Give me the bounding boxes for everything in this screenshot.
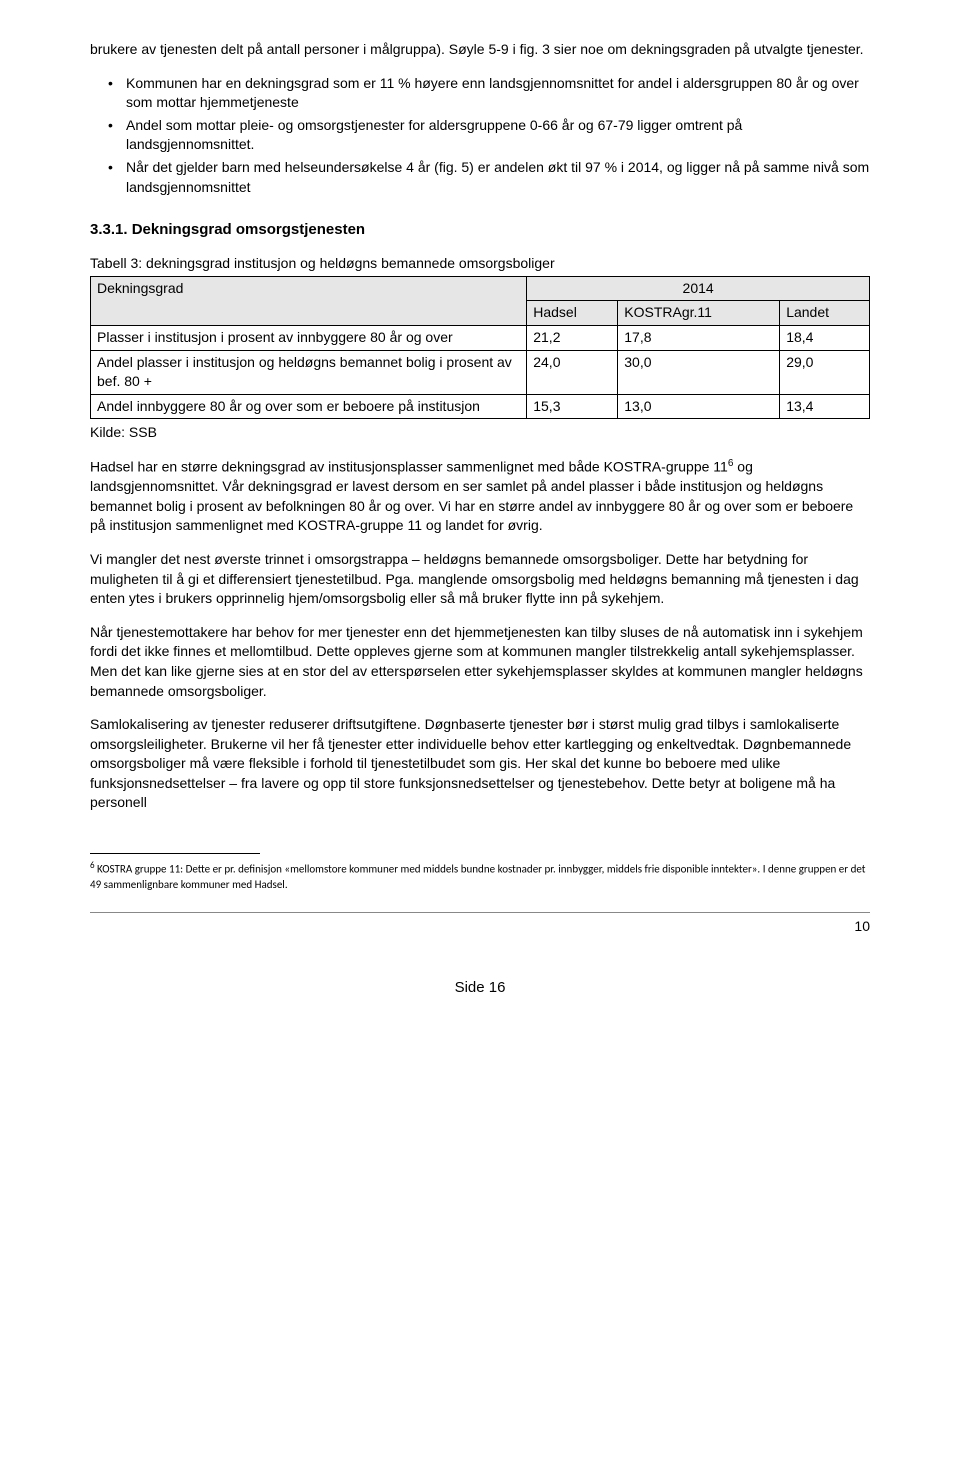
col-header-hadsel: Hadsel — [527, 301, 618, 326]
table-header-row: Dekningsgrad 2014 — [91, 276, 870, 301]
table-row: Andel plasser i institusjon og heldøgns … — [91, 350, 870, 394]
para1-part-a: Hadsel har en større dekningsgrad av ins… — [90, 459, 728, 475]
col-header-landet: Landet — [780, 301, 870, 326]
footnote: 6 KOSTRA gruppe 11: Dette er pr. definis… — [90, 860, 870, 892]
list-item: Kommunen har en dekningsgrad som er 11 %… — [126, 74, 870, 113]
cell-value: 13,4 — [780, 394, 870, 419]
cell-value: 13,0 — [618, 394, 780, 419]
row-label: Andel plasser i institusjon og heldøgns … — [91, 350, 527, 394]
table-row: Andel innbyggere 80 år og over som er be… — [91, 394, 870, 419]
intro-paragraph: brukere av tjenesten delt på antall pers… — [90, 40, 870, 60]
cell-value: 24,0 — [527, 350, 618, 394]
col-header-label: Dekningsgrad — [91, 276, 527, 325]
body-paragraph: Vi mangler det nest øverste trinnet i om… — [90, 550, 870, 609]
body-paragraph: Hadsel har en større dekningsgrad av ins… — [90, 457, 870, 536]
table-caption: Tabell 3: dekningsgrad institusjon og he… — [90, 254, 870, 274]
row-label: Andel innbyggere 80 år og over som er be… — [91, 394, 527, 419]
cell-value: 18,4 — [780, 325, 870, 350]
body-paragraph: Samlokalisering av tjenester reduserer d… — [90, 715, 870, 813]
list-item: Når det gjelder barn med helseundersøkel… — [126, 158, 870, 197]
col-header-year: 2014 — [527, 276, 870, 301]
footnote-text: KOSTRA gruppe 11: Dette er pr. definisjo… — [90, 863, 865, 891]
bullet-list: Kommunen har en dekningsgrad som er 11 %… — [90, 74, 870, 198]
cell-value: 21,2 — [527, 325, 618, 350]
cell-value: 30,0 — [618, 350, 780, 394]
coverage-table: Dekningsgrad 2014 Hadsel KOSTRAgr.11 Lan… — [90, 276, 870, 420]
body-paragraph: Når tjenestemottakere har behov for mer … — [90, 623, 870, 701]
col-header-kostra: KOSTRAgr.11 — [618, 301, 780, 326]
table-source: Kilde: SSB — [90, 423, 870, 443]
side-label: Side 16 — [90, 977, 870, 998]
page-footer: 10 — [90, 912, 870, 937]
cell-value: 15,3 — [527, 394, 618, 419]
section-heading: 3.3.1. Dekningsgrad omsorgstjenesten — [90, 219, 870, 240]
page-number: 10 — [854, 918, 870, 934]
footnote-separator — [90, 853, 260, 854]
cell-value: 17,8 — [618, 325, 780, 350]
row-label: Plasser i institusjon i prosent av innby… — [91, 325, 527, 350]
cell-value: 29,0 — [780, 350, 870, 394]
list-item: Andel som mottar pleie- og omsorgstjenes… — [126, 116, 870, 155]
table-row: Plasser i institusjon i prosent av innby… — [91, 325, 870, 350]
